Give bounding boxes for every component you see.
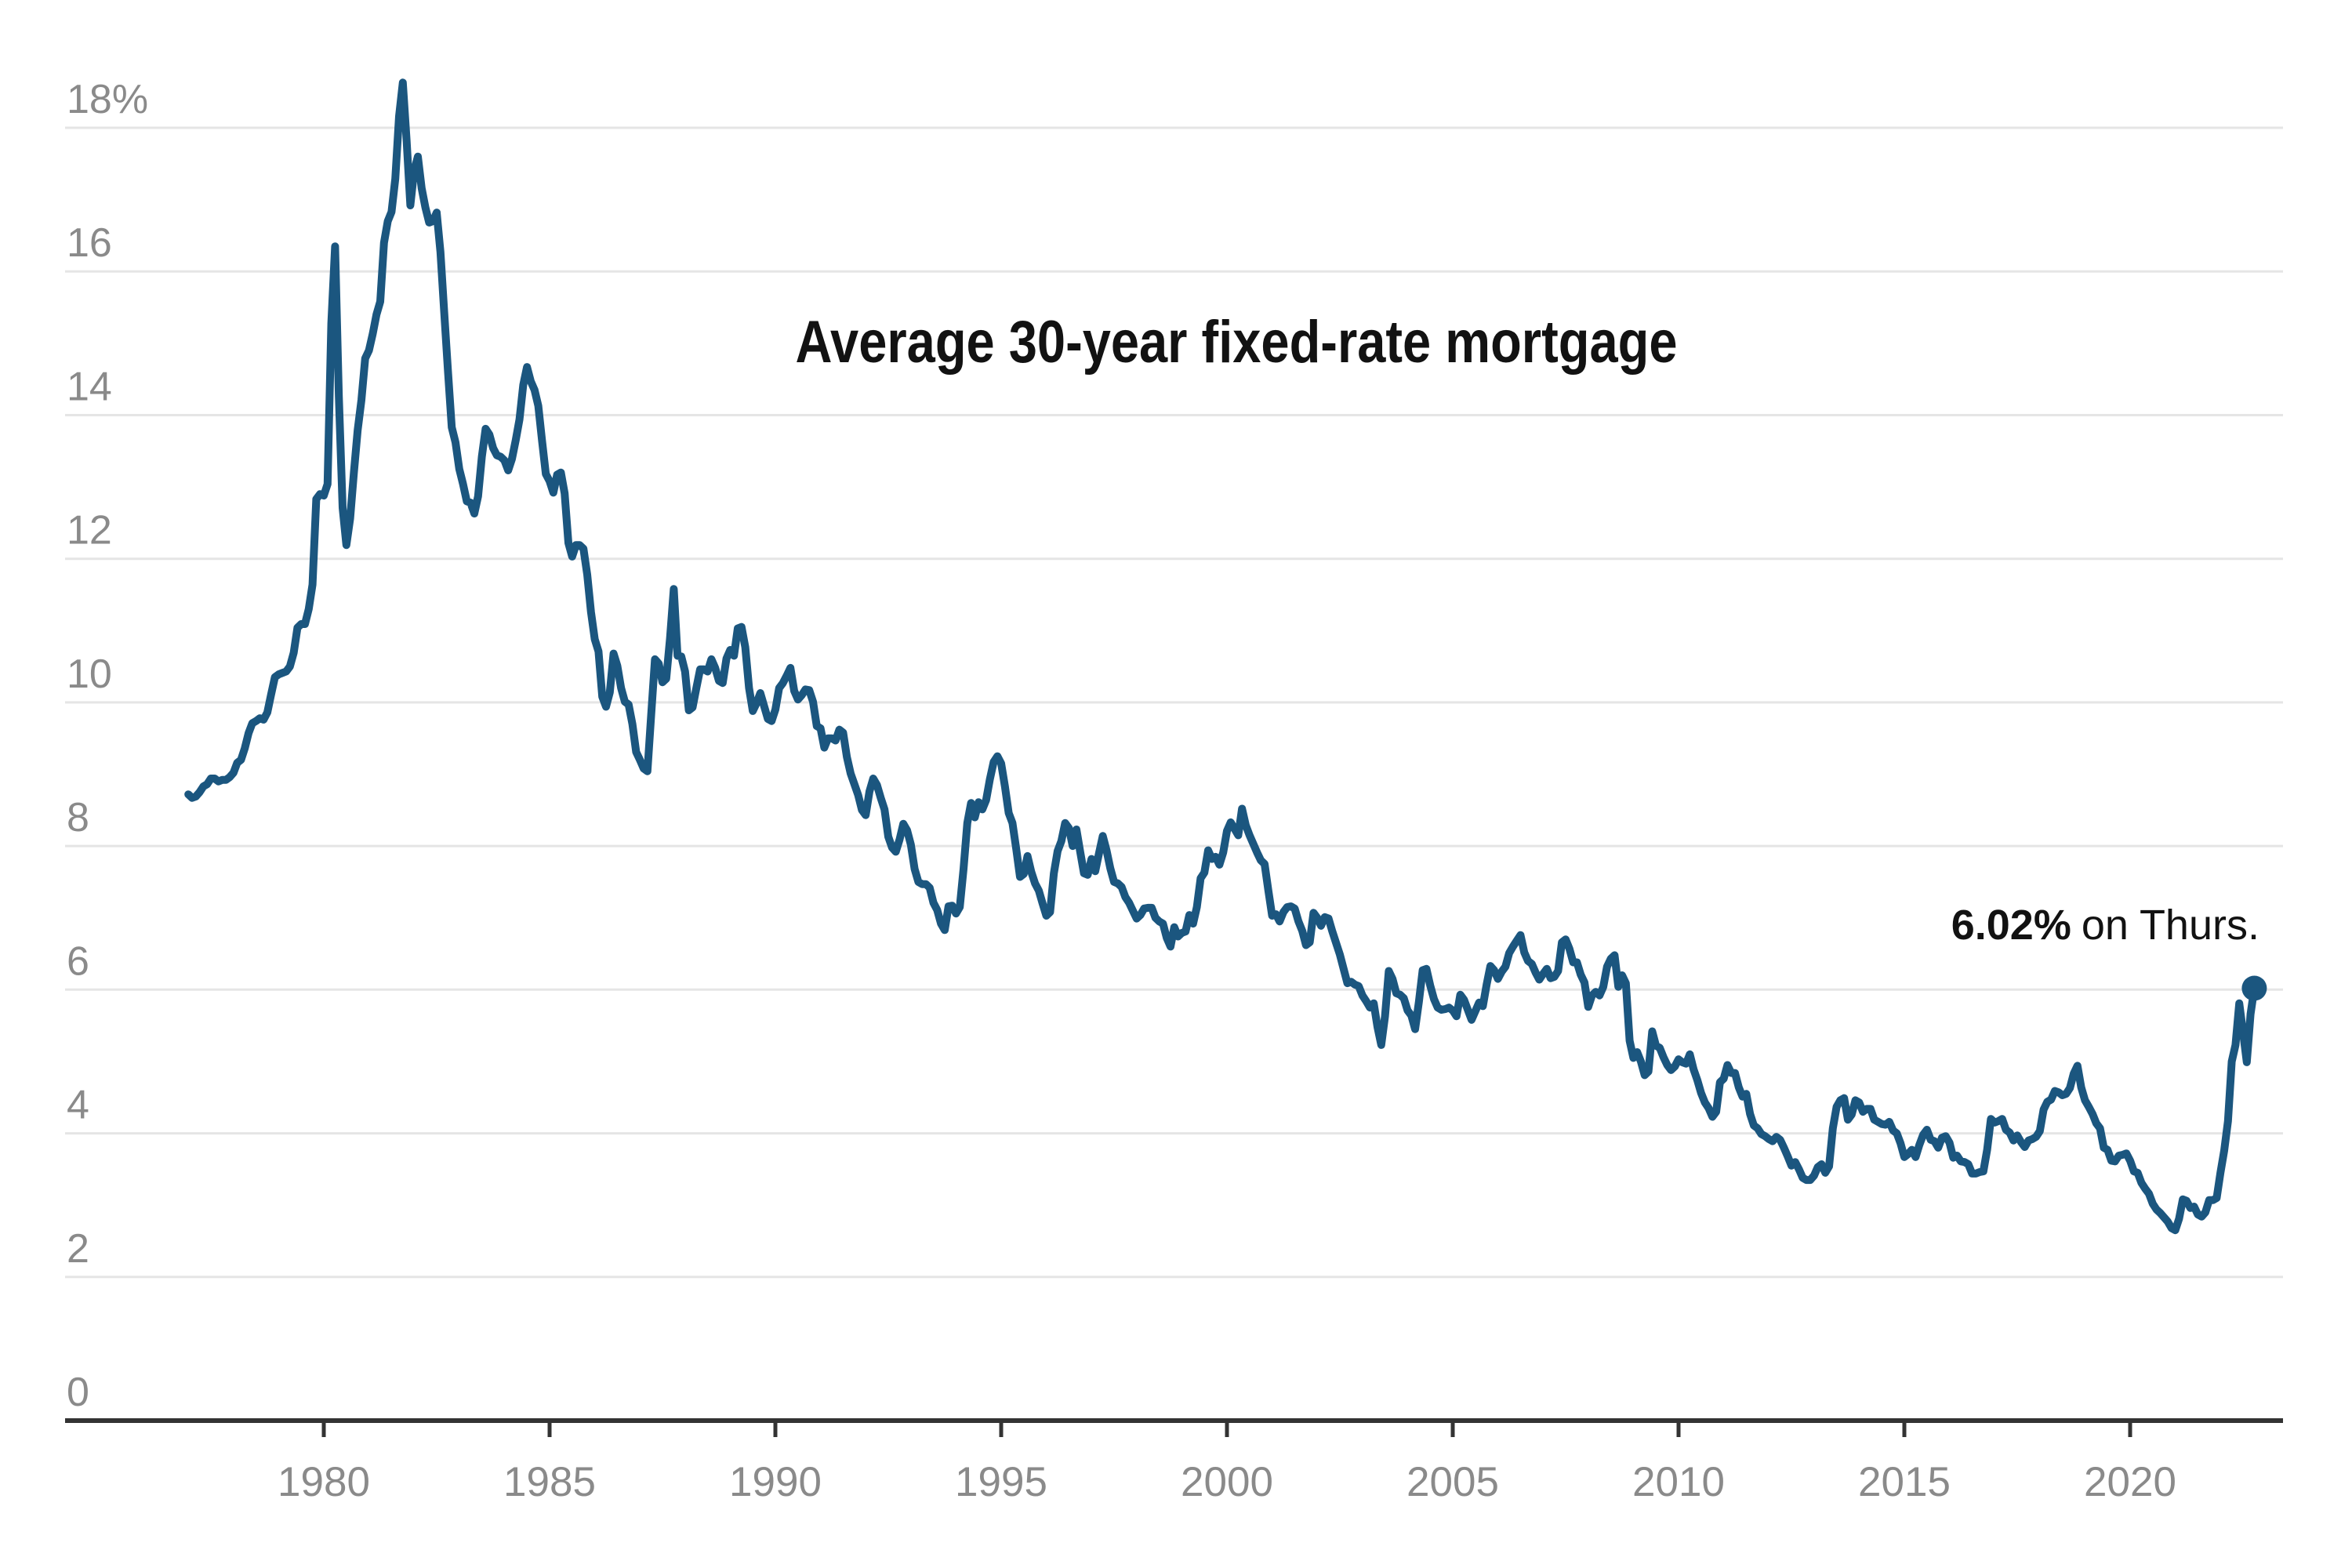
- y-axis-label: 8: [67, 795, 89, 840]
- latest-value-annotation: 6.02% on Thurs.: [1951, 902, 2259, 949]
- series-group: [184, 78, 2267, 1235]
- y-axis-label: 14: [67, 365, 112, 410]
- x-axis-label: 2020: [2084, 1459, 2176, 1505]
- axes-group: [65, 1418, 2283, 1437]
- latest-point-dot: [2241, 975, 2267, 1001]
- y-axis-label: 2: [67, 1226, 89, 1272]
- x-axis-label: 2010: [1632, 1459, 1725, 1505]
- y-axis-label: 6: [67, 938, 89, 984]
- mortgage-rate-line: [184, 78, 2259, 1235]
- axis-labels-group: 18% 16 14 12 10 8 6 4 2 0 1980 1985 1990 1995 2000 2005…: [67, 77, 2176, 1505]
- y-axis-label: 0: [67, 1370, 89, 1415]
- chart-title: Average 30-year fixed-rate mortgage: [796, 309, 1678, 376]
- latest-value-rest: on Thurs.: [2082, 902, 2259, 949]
- gridlines-group: [65, 126, 2283, 1279]
- y-axis-label: 18%: [67, 77, 148, 122]
- x-axis-label: 1995: [955, 1459, 1047, 1505]
- y-axis-label: 16: [67, 220, 112, 266]
- x-axis-label: 1985: [503, 1459, 596, 1505]
- y-axis-label: 4: [67, 1083, 89, 1128]
- x-axis-label: 2000: [1181, 1459, 1273, 1505]
- x-axis-label: 2005: [1406, 1459, 1499, 1505]
- x-axis-label: 1980: [278, 1459, 370, 1505]
- y-axis-label: 12: [67, 508, 112, 554]
- y-axis-label: 10: [67, 652, 112, 697]
- latest-value-bold: 6.02%: [1951, 902, 2071, 949]
- x-axis-label: 2015: [1858, 1459, 1951, 1505]
- x-axis-label: 1990: [729, 1459, 822, 1505]
